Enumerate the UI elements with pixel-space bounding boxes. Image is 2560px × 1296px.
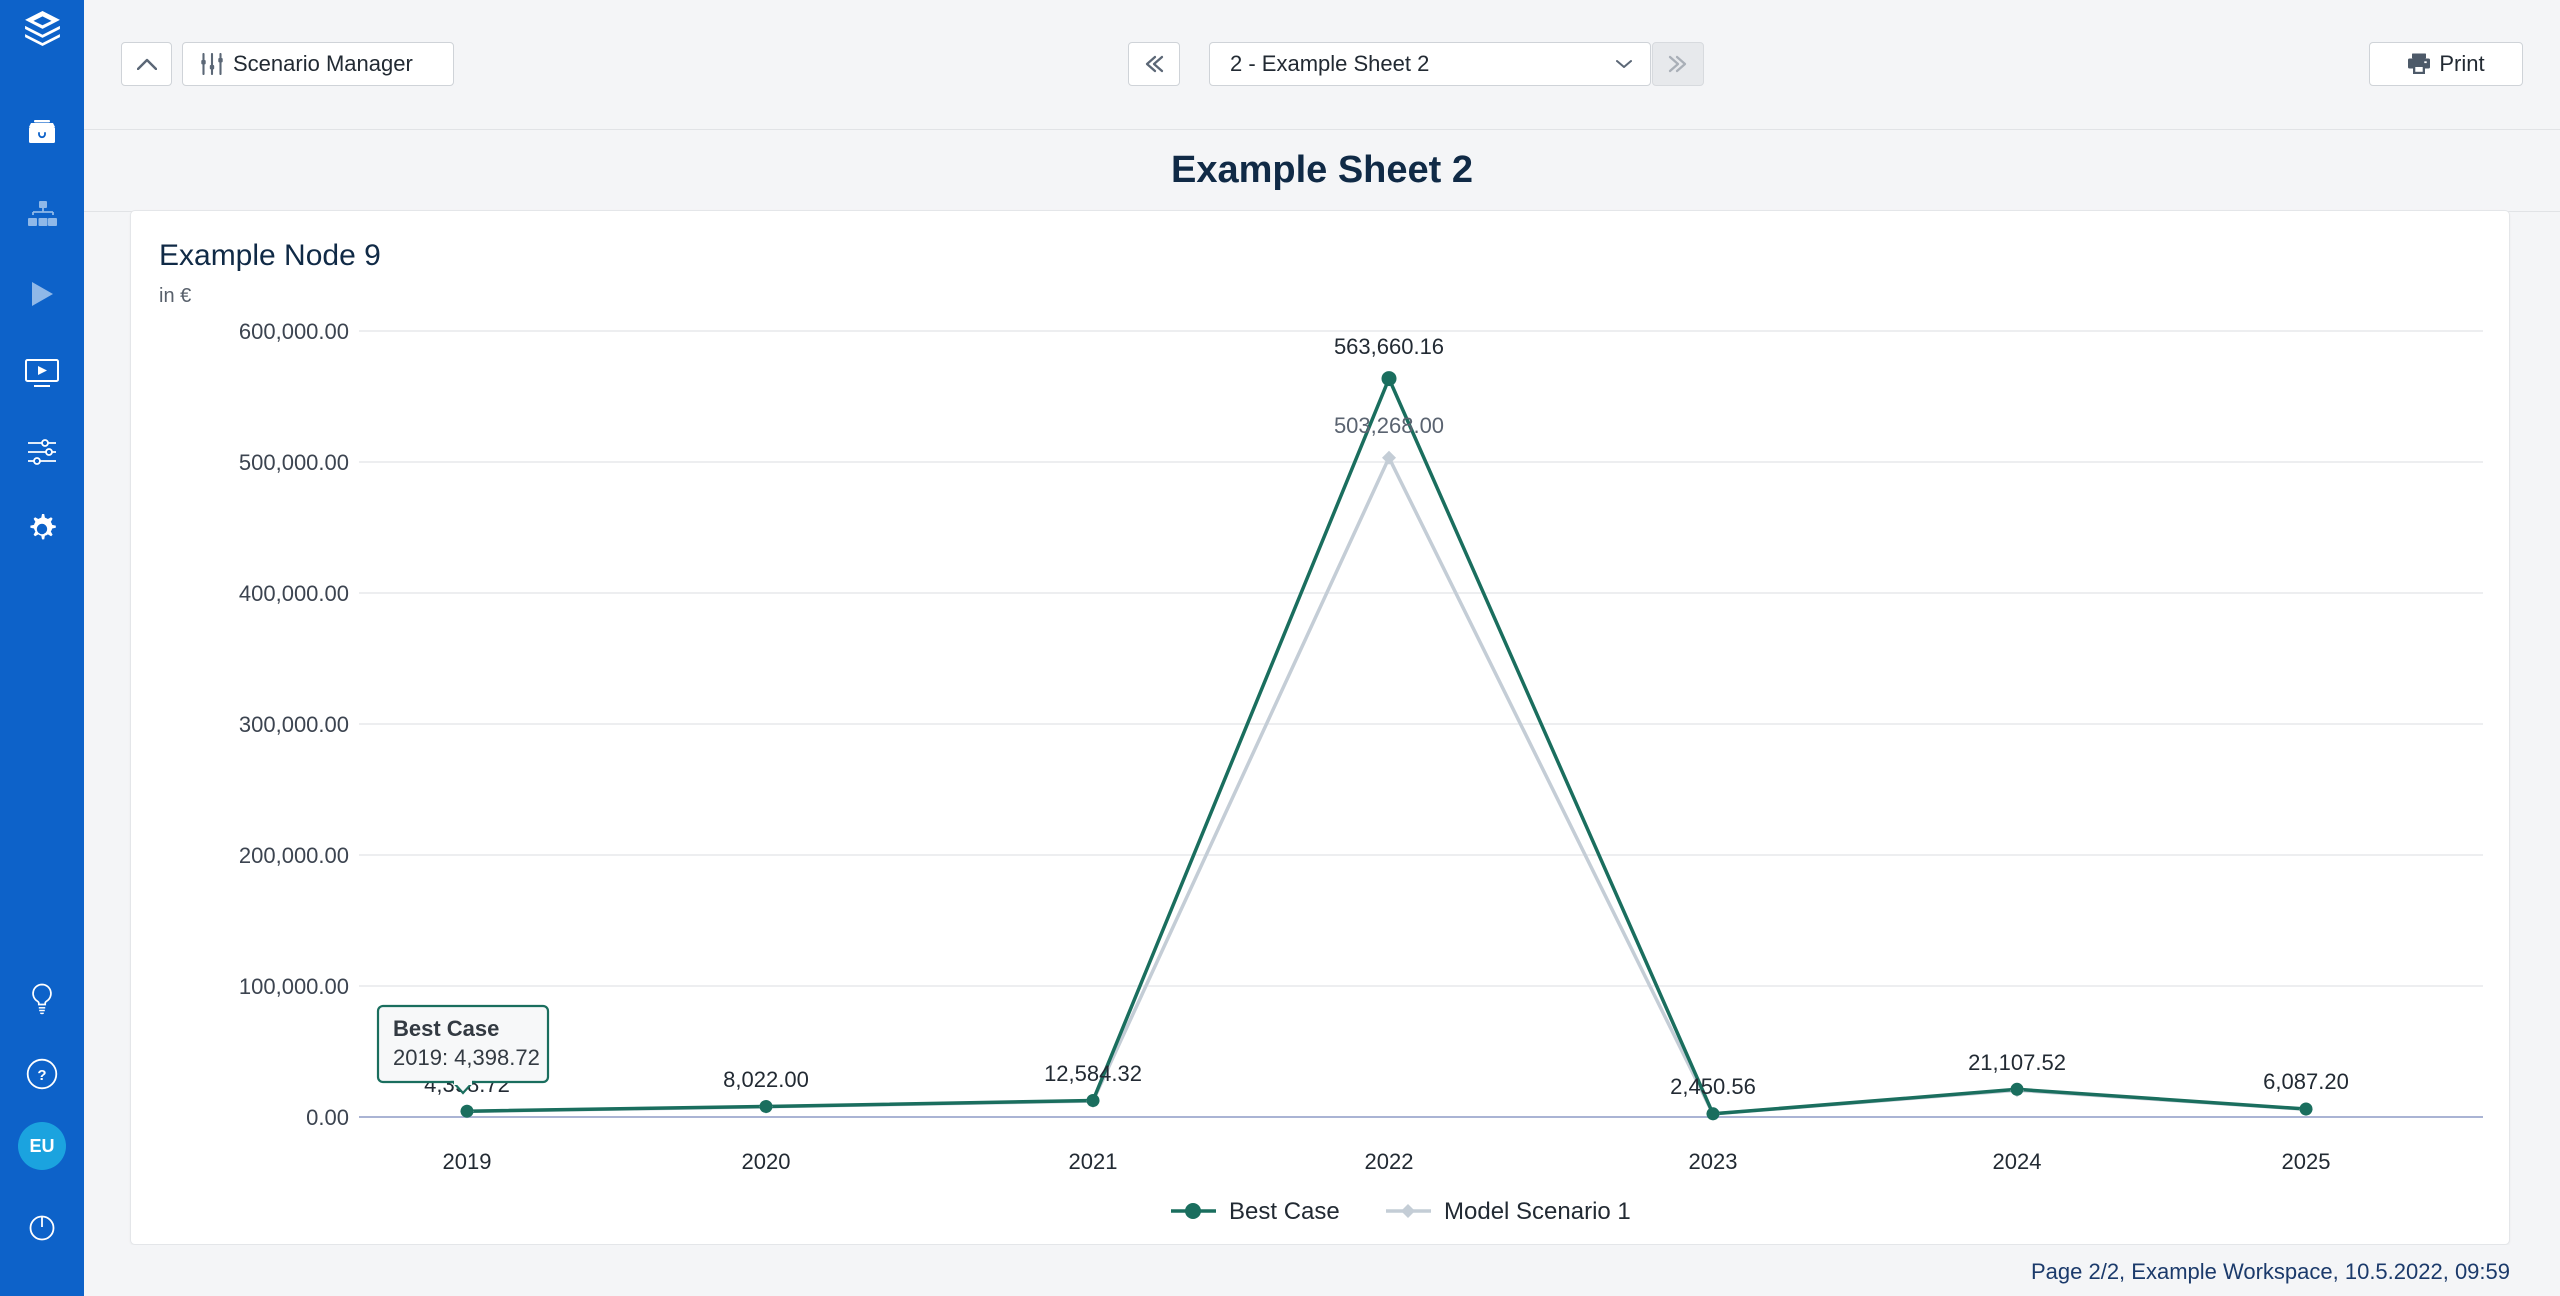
- svg-text:Best Case: Best Case: [1229, 1198, 1340, 1225]
- svg-text:2021: 2021: [1069, 1149, 1118, 1174]
- svg-text:2022: 2022: [1365, 1149, 1414, 1174]
- svg-text:2024: 2024: [1993, 1149, 2042, 1174]
- svg-text:21,107.52: 21,107.52: [1968, 1050, 2066, 1075]
- svg-text:2019: 2019: [443, 1149, 492, 1174]
- svg-text:?: ?: [37, 1067, 46, 1084]
- svg-text:8,022.00: 8,022.00: [723, 1067, 809, 1092]
- svg-text:12,584.32: 12,584.32: [1044, 1061, 1142, 1086]
- svg-text:600,000.00: 600,000.00: [239, 319, 349, 344]
- svg-text:2,450.56: 2,450.56: [1670, 1074, 1756, 1099]
- svg-text:Model Scenario 1: Model Scenario 1: [1444, 1198, 1631, 1225]
- svg-text:0.00: 0.00: [306, 1105, 349, 1130]
- svg-text:500,000.00: 500,000.00: [239, 450, 349, 475]
- svg-text:2020: 2020: [742, 1149, 791, 1174]
- svg-text:400,000.00: 400,000.00: [239, 581, 349, 606]
- svg-text:6,087.20: 6,087.20: [2263, 1069, 2349, 1094]
- svg-text:2025: 2025: [2282, 1149, 2331, 1174]
- svg-text:2019: 4,398.72: 2019: 4,398.72: [393, 1045, 540, 1070]
- svg-text:100,000.00: 100,000.00: [239, 974, 349, 999]
- svg-text:503,268.00: 503,268.00: [1334, 413, 1444, 438]
- svg-text:2023: 2023: [1689, 1149, 1738, 1174]
- svg-text:563,660.16: 563,660.16: [1334, 334, 1444, 359]
- svg-text:Best Case: Best Case: [393, 1016, 499, 1041]
- svg-text:300,000.00: 300,000.00: [239, 712, 349, 737]
- svg-text:200,000.00: 200,000.00: [239, 843, 349, 868]
